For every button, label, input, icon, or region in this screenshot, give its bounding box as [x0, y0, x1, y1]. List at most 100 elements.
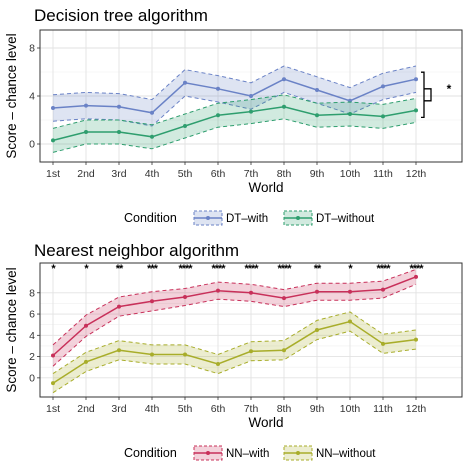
panel-nearest-neighbor: Nearest neighbor algorithm 0 2 4 6 8 1st 2nd 3rd… [4, 241, 463, 461]
data-point [315, 289, 319, 294]
x-tick-label: 8th [277, 168, 292, 180]
band-lower-edge [52, 283, 417, 367]
data-point [282, 104, 286, 109]
y-tick-label: 4 [29, 91, 35, 103]
data-point [348, 289, 352, 294]
significance-bracket: * [421, 71, 452, 119]
panel-decision-tree: Decision tree algorithm 0 4 8 1st 2nd 3rd 4th 5t… [4, 6, 463, 226]
chart-title: Decision tree algorithm [34, 6, 208, 25]
legend-key [283, 210, 313, 226]
x-tick-label: 2nd [77, 168, 95, 180]
legend: Condition DT–with DT–without [124, 210, 375, 226]
x-tick-label: 7th [244, 168, 259, 180]
data-point [183, 124, 187, 128]
data-point [414, 77, 418, 82]
x-tick-label: 8th [277, 403, 292, 415]
data-point [381, 84, 385, 89]
x-tick-label: 7th [244, 403, 259, 415]
y-tick-label: 0 [29, 372, 35, 384]
data-point [117, 130, 121, 134]
y-tick-label: 8 [29, 43, 35, 55]
legend-label: NN–with [226, 448, 269, 460]
series-1 [51, 268, 418, 367]
data-point [51, 106, 55, 110]
x-axis-label: World [248, 180, 283, 195]
data-point [51, 353, 55, 358]
significance-stars: **** [277, 263, 292, 275]
confidence-band [53, 269, 416, 367]
data-point [348, 319, 352, 324]
x-tick-label: 11th [373, 168, 393, 180]
data-point [249, 109, 253, 114]
y-tick-label: 4 [29, 330, 35, 342]
legend-label: DT–without [316, 213, 375, 225]
series-line [52, 320, 417, 384]
data-point [249, 94, 253, 98]
y-tick-label: 8 [29, 287, 35, 299]
legend-label: NN–without [316, 448, 376, 460]
legend-point [296, 216, 300, 220]
confidence-band [53, 311, 416, 393]
significance-stars: **** [211, 263, 226, 275]
significance-stars: *** [147, 263, 159, 275]
x-tick-label: 2nd [77, 403, 95, 415]
significance-stars: **** [178, 263, 193, 275]
band-upper-edge [52, 268, 417, 346]
x-tick-label: 9th [310, 403, 325, 415]
legend: Condition NN–with NN–without [124, 445, 376, 461]
data-point [183, 295, 187, 300]
series-2 [51, 311, 418, 394]
band-upper-edge [52, 311, 417, 375]
y-tick-label: 2 [29, 351, 35, 363]
data-point [315, 328, 319, 332]
band-lower-edge [52, 118, 417, 153]
data-point [84, 130, 88, 134]
x-tick-label: 3rd [111, 168, 126, 180]
series-line [52, 78, 417, 114]
y-axis-label: Score – chance level [4, 33, 19, 158]
x-tick-label: 1st [46, 168, 60, 180]
data-point [84, 103, 88, 108]
band-upper-edge [52, 65, 417, 101]
data-point [381, 287, 385, 292]
x-axis-label: World [248, 415, 283, 430]
data-point [150, 110, 154, 115]
x-tick-label: 1st [46, 403, 60, 415]
y-axis-label: Score – chance level [4, 267, 19, 392]
data-point [84, 323, 88, 328]
x-tick-label: 9th [310, 168, 325, 180]
y-tick-label: 6 [29, 309, 35, 321]
data-point [315, 113, 319, 118]
x-tick-label: 4th [145, 403, 160, 415]
data-point [249, 349, 253, 354]
data-point [216, 362, 220, 367]
chart-title: Nearest neighbor algorithm [34, 241, 239, 260]
series-line [52, 106, 417, 142]
legend-label: DT–with [226, 213, 268, 225]
data-point [414, 108, 418, 113]
data-point [414, 274, 418, 279]
legend-point [296, 451, 300, 455]
data-point [183, 352, 187, 357]
significance-markers: * * ** *** **** **** **** **** ** * **** **** [51, 263, 425, 275]
data-point [183, 80, 187, 85]
x-tick-label: 10th [340, 403, 361, 415]
data-point [381, 114, 385, 119]
data-point [216, 288, 220, 293]
x-tick-label: 5th [178, 403, 193, 415]
x-tick-label: 12th [406, 168, 427, 180]
data-point [381, 341, 385, 346]
bracket-star: * [447, 82, 452, 96]
x-tick-label: 10th [340, 168, 361, 180]
series-2 [51, 94, 418, 153]
data-point [315, 88, 319, 92]
significance-stars: **** [244, 263, 259, 275]
data-point [84, 359, 88, 364]
significance-stars: * [51, 263, 56, 275]
data-point [216, 86, 220, 91]
x-tick-label: 6th [211, 403, 226, 415]
legend-point [206, 216, 210, 220]
data-point [150, 299, 154, 304]
x-tick-label: 3rd [111, 403, 126, 415]
